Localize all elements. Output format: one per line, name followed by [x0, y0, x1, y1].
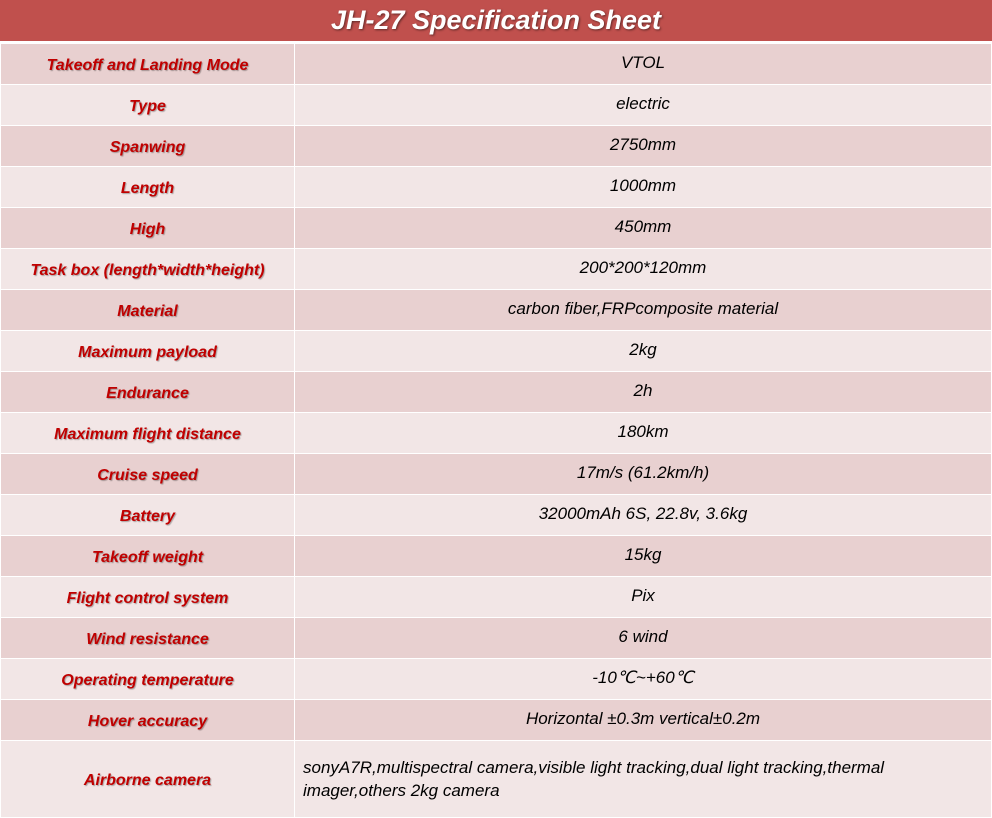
spec-row: Flight control system Pix — [0, 576, 992, 618]
spec-row: Hover accuracy Horizontal ±0.3m vertical±… — [0, 699, 992, 741]
spec-value: sonyA7R,multispectral camera,visible lig… — [294, 740, 992, 818]
spec-value: 1000mm — [294, 166, 992, 208]
spec-label: Endurance — [0, 371, 295, 413]
spec-row: Wind resistance 6 wind — [0, 617, 992, 659]
spec-label: Wind resistance — [0, 617, 295, 659]
spec-label: Hover accuracy — [0, 699, 295, 741]
spec-value: 17m/s (61.2km/h) — [294, 453, 992, 495]
spec-value: 2750mm — [294, 125, 992, 167]
spec-label: Maximum flight distance — [0, 412, 295, 454]
spec-value: electric — [294, 84, 992, 126]
spec-label: Flight control system — [0, 576, 295, 618]
spec-value: Horizontal ±0.3m vertical±0.2m — [294, 699, 992, 741]
spec-row: Operating temperature -10℃~+60℃ — [0, 658, 992, 700]
spec-row: Battery 32000mAh 6S, 22.8v, 3.6kg — [0, 494, 992, 536]
spec-value: 200*200*120mm — [294, 248, 992, 290]
spec-label: Length — [0, 166, 295, 208]
spec-row: Type electric — [0, 84, 992, 126]
spec-value: 6 wind — [294, 617, 992, 659]
spec-value: 450mm — [294, 207, 992, 249]
spec-row: High 450mm — [0, 207, 992, 249]
spec-value: 180km — [294, 412, 992, 454]
spec-row: Cruise speed 17m/s (61.2km/h) — [0, 453, 992, 495]
spec-value: 15kg — [294, 535, 992, 577]
spec-label: Type — [0, 84, 295, 126]
spec-label: Operating temperature — [0, 658, 295, 700]
spec-label: Task box (length*width*height) — [0, 248, 295, 290]
spec-label: Takeoff weight — [0, 535, 295, 577]
spec-value: 32000mAh 6S, 22.8v, 3.6kg — [294, 494, 992, 536]
spec-label: Material — [0, 289, 295, 331]
spec-value: -10℃~+60℃ — [294, 658, 992, 700]
spec-label: Spanwing — [0, 125, 295, 167]
spec-label: Takeoff and Landing Mode — [0, 43, 295, 85]
spec-label: Airborne camera — [0, 740, 295, 818]
spec-label: Maximum payload — [0, 330, 295, 372]
spec-label: Battery — [0, 494, 295, 536]
spec-table: Takeoff and Landing Mode VTOL Type electric… — [0, 43, 992, 818]
spec-value: 2kg — [294, 330, 992, 372]
spec-label: Cruise speed — [0, 453, 295, 495]
spec-row: Material carbon fiber,FRPcomposite materi… — [0, 289, 992, 331]
spec-row: Takeoff and Landing Mode VTOL — [0, 43, 992, 85]
spec-value: VTOL — [294, 43, 992, 85]
spec-row: Maximum payload 2kg — [0, 330, 992, 372]
spec-row: Endurance 2h — [0, 371, 992, 413]
spec-row: Length 1000mm — [0, 166, 992, 208]
spec-label: High — [0, 207, 295, 249]
spec-value: Pix — [294, 576, 992, 618]
spec-row: Maximum flight distance 180km — [0, 412, 992, 454]
spec-row: Takeoff weight 15kg — [0, 535, 992, 577]
spec-row: Spanwing 2750mm — [0, 125, 992, 167]
spec-value: carbon fiber,FRPcomposite material — [294, 289, 992, 331]
sheet-title: JH-27 Specification Sheet — [0, 0, 992, 41]
spec-row: Task box (length*width*height) 200*200*12… — [0, 248, 992, 290]
spec-value: 2h — [294, 371, 992, 413]
spec-row: Airborne camera sonyA7R,multispectral cam… — [0, 740, 992, 818]
